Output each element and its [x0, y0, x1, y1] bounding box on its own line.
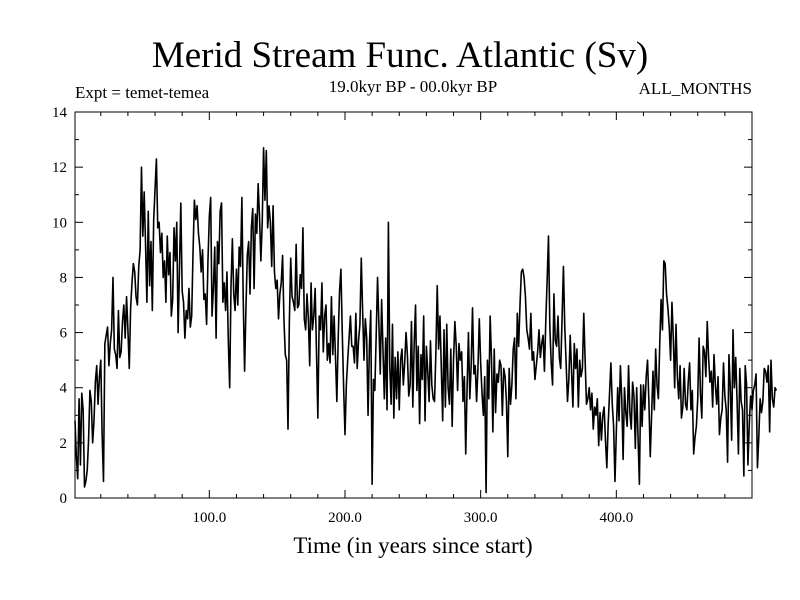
y-tick-label: 6 — [60, 326, 68, 342]
period-label: 19.0kyr BP - 00.0kyr BP — [328, 77, 498, 96]
x-tick-label: 400.0 — [599, 510, 633, 526]
x-tick-label: 100.0 — [192, 510, 226, 526]
series-line-temet-temea — [74, 147, 778, 494]
y-tick-label: 14 — [52, 105, 68, 121]
plot-frame — [74, 111, 753, 499]
y-tick-label: 10 — [52, 215, 67, 231]
y-tick-label: 8 — [60, 270, 68, 286]
y-tick-label: 2 — [60, 436, 68, 452]
months-label: ALL_MONTHS — [638, 79, 752, 98]
x-tick-label: 300.0 — [464, 510, 498, 526]
y-tick-label: 4 — [60, 381, 68, 397]
chart-title: Merid Stream Func. Atlantic (Sv) — [151, 35, 649, 76]
x-tick-label: 200.0 — [328, 510, 362, 526]
y-tick-label: 0 — [60, 491, 68, 507]
experiment-label: Expt = temet-temea — [75, 83, 210, 102]
x-axis-label: Time (in years since start) — [293, 533, 533, 558]
y-tick-label: 12 — [52, 160, 67, 176]
tick-labels: 0 2 4 6 8 10 12 14 100.0 200.0 300.0 400.0 — [52, 105, 633, 526]
